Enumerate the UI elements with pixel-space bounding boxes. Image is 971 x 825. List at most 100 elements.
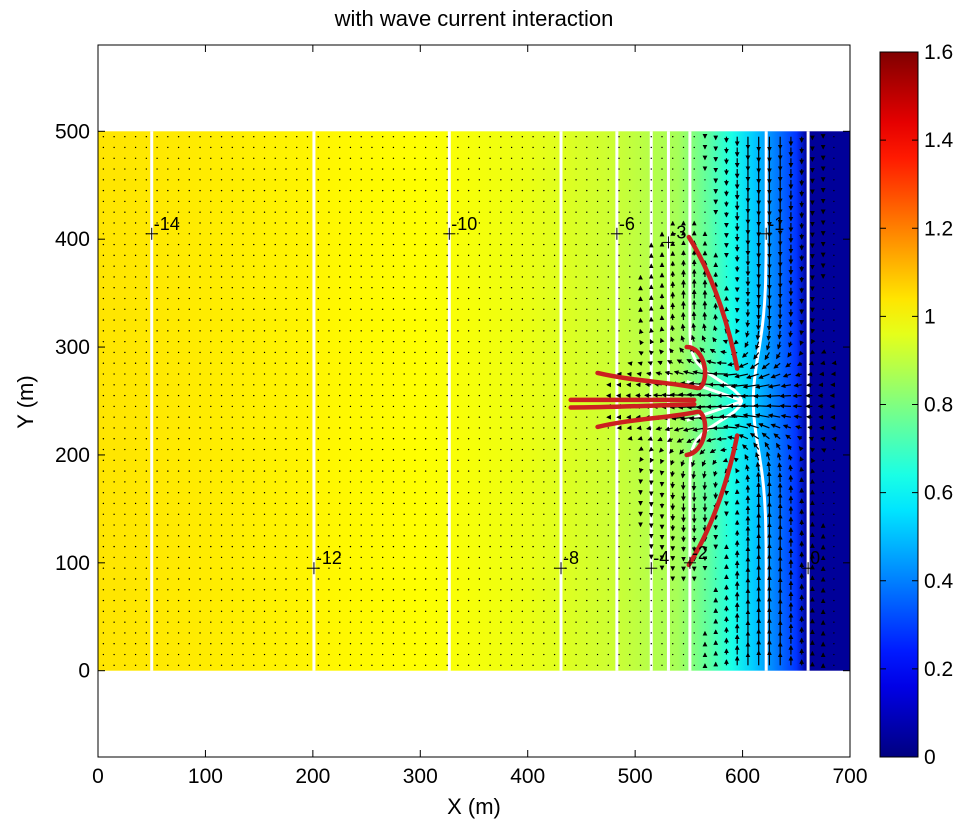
vector-dot [607,653,609,656]
vector-dot [167,211,169,213]
vector-arrow [701,460,707,467]
vector-dot [532,394,534,397]
vector-dot [392,394,395,397]
vector-dot [199,427,201,429]
vector-dot [833,653,835,656]
vector-dot [220,470,223,472]
vector-dot [253,362,255,364]
vector-dot [661,610,663,613]
vector-dot [543,168,545,170]
vector-dot [274,330,276,332]
vector-dot [607,470,609,472]
vector-dot [833,351,835,354]
vector-dot [457,340,459,343]
vector-dot [296,643,298,645]
vector-dot [532,513,534,515]
vector-arrow [799,340,805,346]
vector-dot [317,481,319,483]
vector-dot [553,276,556,278]
vector-dot [414,535,416,537]
vector-dot [242,276,244,278]
vector-dot [414,653,416,656]
vector-dot [113,427,115,429]
vector-dot [403,524,405,526]
vector-dot [403,265,405,267]
vector-dot [339,362,341,364]
vector-dot [134,373,137,375]
vector-dot [381,427,384,429]
vector-dot [231,211,233,213]
vector-dot [414,405,416,408]
vector-dot [306,384,309,386]
vector-dot [521,535,524,537]
vector-arrow [699,449,706,455]
vector-dot [210,524,212,526]
vector-dot [414,222,416,224]
vector-dot [500,384,502,386]
vector-dot [564,362,567,364]
vector-dot [478,211,481,213]
vector-dot [435,610,438,613]
vector-dot [381,513,384,515]
vector-dot [682,653,685,656]
vector-dot [532,340,534,343]
vector-dot [381,351,384,354]
vector-dot [339,524,341,526]
vector-dot [629,340,631,343]
vector-dot [231,610,233,613]
vector-dot [446,222,448,224]
vector-dot [704,599,706,602]
vector-dot [371,243,373,246]
vector-dot [564,405,567,408]
vector-dot [285,157,287,159]
vector-dot [553,351,556,354]
vector-dot [715,233,717,235]
vector-dot [242,330,244,332]
vector-dot [274,319,276,321]
vector-dot [435,438,438,440]
vector-dot [403,373,405,375]
vector-arrow [821,448,827,453]
vector-dot [607,351,609,354]
vector-dot [274,535,276,537]
vector-dot [296,373,298,375]
vector-dot [403,362,405,364]
vector-arrow [647,436,653,441]
vector-dot [124,524,126,526]
vector-dot [478,610,481,613]
vector-dot [296,297,298,300]
vector-dot [328,481,330,483]
vector-dot [177,168,180,170]
vector-dot [424,157,427,159]
vector-dot [381,632,384,634]
vector-dot [564,470,567,472]
vector-dot [177,330,180,332]
vector-dot [822,308,824,311]
vector-dot [553,254,556,257]
vector-dot [296,222,298,224]
vector-dot [532,470,534,472]
vector-dot [500,589,502,591]
vector-dot [263,653,266,656]
vector-dot [306,502,309,505]
vector-dot [607,643,609,645]
vector-dot [381,491,384,494]
vector-arrow [644,382,652,388]
vector-dot [220,222,223,224]
vector-dot [296,135,298,138]
vector-dot [188,470,191,472]
vector-dot [167,448,169,451]
vector-dot [124,351,126,354]
vector-dot [360,599,362,602]
vector-dot [124,146,126,149]
vector-dot [296,664,298,667]
vector-dot [317,276,319,278]
vector-dot [210,200,212,203]
vector-arrow [657,360,663,366]
vector-dot [467,146,470,149]
vector-dot [124,535,126,537]
vector-dot [102,643,105,645]
vector-dot [435,459,438,462]
vector-dot [349,653,352,656]
vector-dot [263,438,266,440]
